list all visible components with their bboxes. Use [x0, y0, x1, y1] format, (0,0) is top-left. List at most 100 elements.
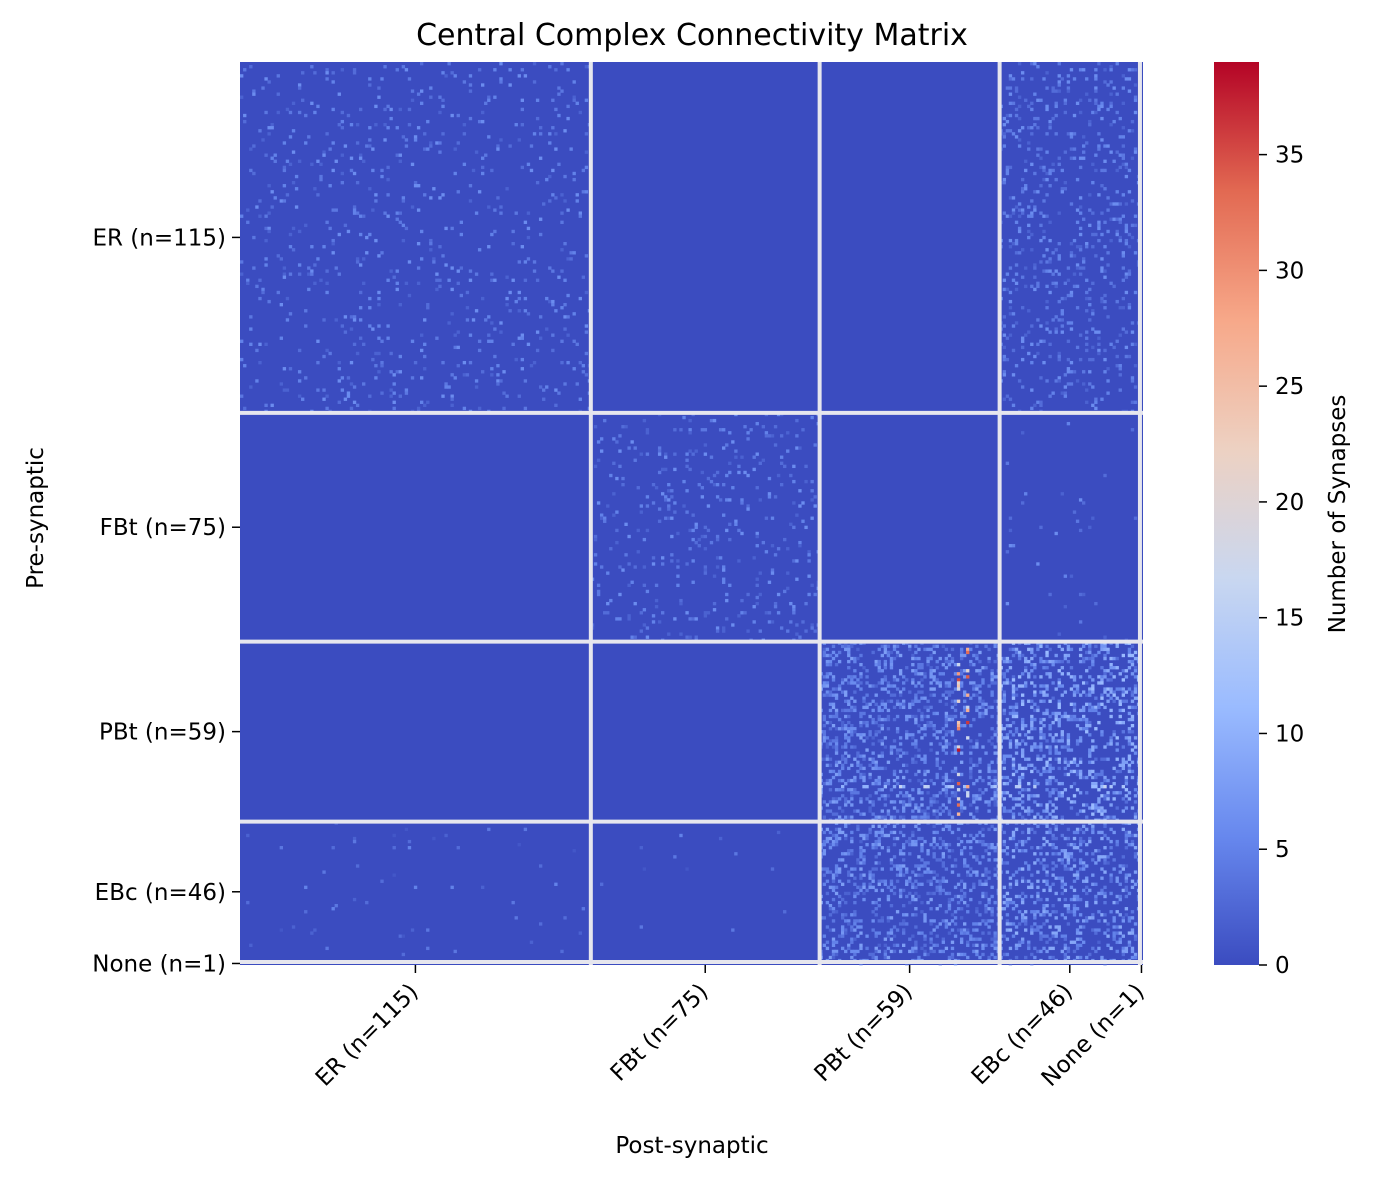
heatmap-cell-3963 [941, 852, 946, 856]
heatmap-cell-4632 [1039, 846, 1043, 850]
heatmap-cell-204 [474, 150, 479, 154]
heatmap-cell-1582 [606, 504, 610, 508]
heatmap-cell-330 [398, 211, 402, 215]
heatmap-cell-655 [288, 367, 293, 371]
heatmap-cell-2990 [1109, 656, 1113, 661]
heatmap-cell-1679 [691, 559, 695, 563]
heatmap-cell-2831 [938, 806, 942, 810]
heatmap-cell-104 [554, 107, 558, 112]
heatmap-cell-4442 [859, 946, 863, 951]
heatmap-cell-4706 [1045, 864, 1049, 868]
heatmap-cell-3487 [1014, 769, 1019, 774]
heatmap-cell-1754 [654, 605, 659, 609]
heatmap-cell-313 [352, 205, 357, 209]
heatmap-cell-1572 [728, 498, 732, 502]
heatmap-cell-4764 [1045, 879, 1049, 883]
heatmap-cell-463 [258, 278, 262, 282]
heatmap-cell-4062 [822, 873, 827, 877]
heatmap-cell-1266 [1066, 321, 1071, 325]
heatmap-cell-2514 [959, 751, 964, 755]
heatmap-cell-1693 [676, 565, 680, 569]
heatmap-cell-2543 [920, 757, 924, 761]
heatmap-cell-4929 [1112, 919, 1116, 923]
heatmap-cell-3615 [1017, 797, 1022, 801]
heatmap-cell-1091 [1106, 229, 1110, 234]
heatmap-cell-2310 [963, 714, 967, 719]
heatmap-cell-4688 [1112, 858, 1116, 862]
heatmap-cell-2386 [847, 730, 851, 734]
heatmap-cell-3480 [1048, 766, 1052, 771]
heatmap-cell-3714 [487, 827, 491, 832]
heatmap-cell-4211 [914, 897, 918, 902]
heatmap-cell-1142 [1042, 254, 1046, 258]
heatmap-cell-3083 [1109, 678, 1113, 682]
heatmap-cell-1900 [877, 647, 881, 652]
heatmap-cell-4332 [850, 925, 854, 929]
heatmap-cell-3546 [1033, 781, 1037, 786]
heatmap-cell-349 [459, 220, 463, 224]
heatmap-cell-2463 [929, 742, 933, 746]
heatmap-cell-3681 [1048, 812, 1052, 816]
heatmap-cell-3288 [1008, 724, 1013, 728]
heatmap-cell-4257 [831, 910, 836, 914]
heatmap-cell-4836 [1039, 897, 1043, 902]
heatmap-cell-2807 [850, 803, 854, 807]
heatmap-cell-1241 [1045, 306, 1049, 310]
heatmap-cell-4570 [1072, 830, 1077, 835]
heatmap-cell-2111 [822, 684, 827, 688]
heatmap-cell-406 [441, 254, 445, 258]
heatmap-cell-2296 [886, 714, 891, 719]
heatmap-cell-716 [380, 391, 384, 395]
heatmap-cell-3043 [1121, 669, 1125, 673]
heatmap-cell-4226 [920, 900, 924, 905]
heatmap-cell-4777 [1045, 882, 1049, 886]
heatmap-cell-886 [1112, 119, 1116, 124]
heatmap-cell-430 [252, 266, 256, 270]
heatmap-cell-3071 [1103, 675, 1107, 679]
heatmap-cell-72 [429, 95, 433, 99]
heatmap-cell-2012 [984, 666, 988, 670]
heatmap-cell-1984 [834, 662, 839, 667]
heatmap-cell-923 [1027, 141, 1031, 145]
heatmap-cell-384 [331, 241, 335, 246]
heatmap-cell-647 [374, 364, 378, 368]
heatmap-cell-1958 [944, 656, 949, 661]
heatmap-cell-2158 [947, 690, 952, 694]
heatmap-cell-3069 [1097, 675, 1101, 679]
heatmap-cell-4671 [1097, 855, 1101, 859]
heatmap-cell-631 [514, 357, 518, 362]
heatmap-cell-4318 [905, 922, 909, 926]
heatmap-cell-3348 [1109, 736, 1113, 740]
heatmap-cell-4098 [847, 879, 851, 883]
heatmap-cell-1334 [1002, 357, 1007, 362]
heatmap-cell-2123 [938, 684, 942, 688]
heatmap-cell-4267 [984, 910, 988, 914]
heatmap-cell-3177 [1030, 699, 1034, 703]
heatmap-cell-1829 [1130, 428, 1135, 432]
heatmap-cell-1114 [1124, 238, 1129, 243]
heatmap-cell-3093 [1081, 681, 1086, 685]
heatmap-cell-1157 [1014, 263, 1019, 267]
heatmap-cell-808 [1057, 83, 1061, 87]
heatmap-cell-1015 [1115, 190, 1119, 194]
heatmap-cell-850 [1109, 101, 1113, 106]
heatmap-cell-150 [291, 129, 296, 133]
heatmap-cell-519 [398, 303, 402, 307]
heatmap-cell-3490 [1042, 769, 1046, 774]
heatmap-cell-1914 [822, 650, 827, 655]
heatmap-cell-1375 [1066, 382, 1071, 386]
heatmap-cell-2079 [950, 678, 955, 682]
heatmap-cell-3297 [1088, 724, 1092, 728]
heatmap-cell-935 [1039, 147, 1043, 151]
heatmap-cell-4670 [1069, 855, 1074, 859]
heatmap-cell-3946 [950, 849, 955, 853]
heatmap-cell-1508 [685, 464, 689, 469]
heatmap-cell-2411 [908, 733, 912, 737]
heatmap-cell-650 [496, 364, 500, 368]
heatmap-cell-518 [377, 303, 381, 307]
heatmap-cell-580 [487, 333, 491, 337]
heatmap-cell-1575 [810, 498, 814, 502]
heatmap-cell-2872 [844, 815, 848, 819]
heatmap-cell-2718 [993, 788, 997, 792]
heatmap-cell-2455 [828, 742, 833, 746]
